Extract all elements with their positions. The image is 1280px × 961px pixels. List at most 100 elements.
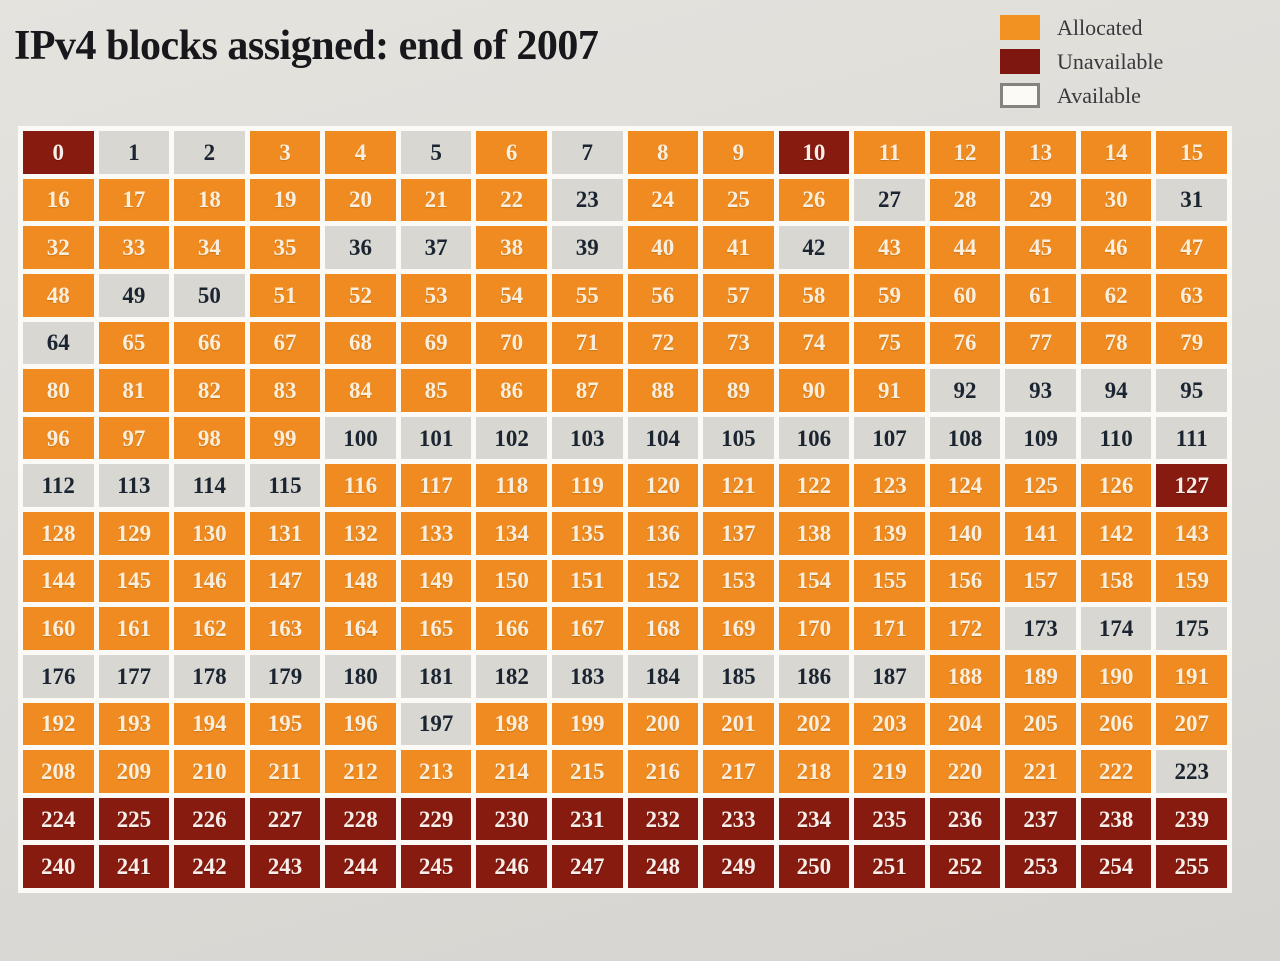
legend-item-available: Available — [1000, 82, 1163, 109]
block-cell-96: 96 — [23, 416, 94, 460]
block-cell-87: 87 — [551, 369, 623, 412]
block-cell-159: 159 — [1156, 559, 1227, 603]
block-cell-121: 121 — [703, 464, 774, 507]
block-cell-252: 252 — [929, 845, 1001, 888]
block-cell-254: 254 — [1080, 845, 1152, 888]
block-cell-221: 221 — [1005, 750, 1076, 793]
block-cell-160: 160 — [23, 607, 94, 650]
block-cell-73: 73 — [703, 321, 774, 365]
block-cell-47: 47 — [1156, 226, 1227, 269]
block-cell-232: 232 — [627, 797, 699, 841]
block-cell-234: 234 — [778, 797, 850, 841]
block-cell-128: 128 — [23, 512, 94, 555]
block-cell-145: 145 — [98, 559, 170, 603]
block-cell-137: 137 — [703, 512, 774, 555]
block-cell-16: 16 — [23, 178, 94, 222]
block-cell-20: 20 — [325, 178, 396, 222]
block-cell-124: 124 — [929, 464, 1001, 507]
block-cell-136: 136 — [627, 512, 699, 555]
block-cell-157: 157 — [1005, 559, 1076, 603]
block-cell-51: 51 — [249, 273, 321, 317]
block-cell-29: 29 — [1005, 178, 1076, 222]
block-cell-50: 50 — [174, 273, 245, 317]
block-cell-15: 15 — [1156, 131, 1227, 174]
block-cell-41: 41 — [703, 226, 774, 269]
block-cell-156: 156 — [929, 559, 1001, 603]
block-cell-138: 138 — [778, 512, 850, 555]
block-cell-169: 169 — [703, 607, 774, 650]
block-cell-217: 217 — [703, 750, 774, 793]
block-cell-32: 32 — [23, 226, 94, 269]
block-cell-235: 235 — [854, 797, 925, 841]
block-cell-90: 90 — [778, 369, 850, 412]
block-cell-8: 8 — [627, 131, 699, 174]
block-cell-249: 249 — [703, 845, 774, 888]
block-cell-17: 17 — [98, 178, 170, 222]
block-cell-167: 167 — [551, 607, 623, 650]
block-cell-206: 206 — [1080, 702, 1152, 746]
block-cell-139: 139 — [854, 512, 925, 555]
block-cell-219: 219 — [854, 750, 925, 793]
block-cell-0: 0 — [23, 131, 94, 174]
block-cell-154: 154 — [778, 559, 850, 603]
block-cell-111: 111 — [1156, 416, 1227, 460]
block-cell-212: 212 — [325, 750, 396, 793]
block-cell-35: 35 — [249, 226, 321, 269]
block-cell-162: 162 — [174, 607, 245, 650]
block-cell-166: 166 — [476, 607, 547, 650]
block-cell-49: 49 — [98, 273, 170, 317]
block-cell-248: 248 — [627, 845, 699, 888]
block-cell-92: 92 — [929, 369, 1001, 412]
block-cell-188: 188 — [929, 654, 1001, 698]
block-cell-93: 93 — [1005, 369, 1076, 412]
block-cell-155: 155 — [854, 559, 925, 603]
block-cell-13: 13 — [1005, 131, 1076, 174]
block-cell-165: 165 — [400, 607, 472, 650]
block-cell-152: 152 — [627, 559, 699, 603]
block-cell-23: 23 — [551, 178, 623, 222]
block-cell-36: 36 — [325, 226, 396, 269]
block-cell-150: 150 — [476, 559, 547, 603]
block-cell-65: 65 — [98, 321, 170, 365]
block-cell-106: 106 — [778, 416, 850, 460]
block-cell-238: 238 — [1080, 797, 1152, 841]
block-cell-10: 10 — [778, 131, 850, 174]
legend-swatch-unavailable — [1000, 49, 1040, 74]
block-cell-48: 48 — [23, 273, 94, 317]
block-cell-226: 226 — [174, 797, 245, 841]
block-cell-101: 101 — [400, 416, 472, 460]
block-cell-223: 223 — [1156, 750, 1227, 793]
block-cell-251: 251 — [854, 845, 925, 888]
block-cell-112: 112 — [23, 464, 94, 507]
block-cell-34: 34 — [174, 226, 245, 269]
legend-label: Allocated — [1057, 14, 1143, 40]
block-cell-44: 44 — [929, 226, 1001, 269]
block-cell-72: 72 — [627, 321, 699, 365]
block-cell-230: 230 — [476, 797, 547, 841]
block-cell-164: 164 — [325, 607, 396, 650]
block-cell-196: 196 — [325, 702, 396, 746]
block-cell-129: 129 — [98, 512, 170, 555]
block-cell-183: 183 — [551, 654, 623, 698]
block-cell-6: 6 — [476, 131, 547, 174]
block-cell-205: 205 — [1005, 702, 1076, 746]
block-cell-46: 46 — [1080, 226, 1152, 269]
block-cell-61: 61 — [1005, 273, 1076, 317]
block-cell-88: 88 — [627, 369, 699, 412]
block-cell-25: 25 — [703, 178, 774, 222]
block-cell-215: 215 — [551, 750, 623, 793]
block-cell-187: 187 — [854, 654, 925, 698]
block-cell-102: 102 — [476, 416, 547, 460]
block-cell-218: 218 — [778, 750, 850, 793]
block-cell-91: 91 — [854, 369, 925, 412]
block-cell-172: 172 — [929, 607, 1001, 650]
block-cell-173: 173 — [1005, 607, 1076, 650]
block-cell-241: 241 — [98, 845, 170, 888]
block-cell-250: 250 — [778, 845, 850, 888]
block-cell-42: 42 — [778, 226, 850, 269]
block-cell-63: 63 — [1156, 273, 1227, 317]
legend-item-allocated: Allocated — [1000, 14, 1163, 41]
block-cell-94: 94 — [1080, 369, 1152, 412]
block-cell-143: 143 — [1156, 512, 1227, 555]
block-cell-191: 191 — [1156, 654, 1227, 698]
